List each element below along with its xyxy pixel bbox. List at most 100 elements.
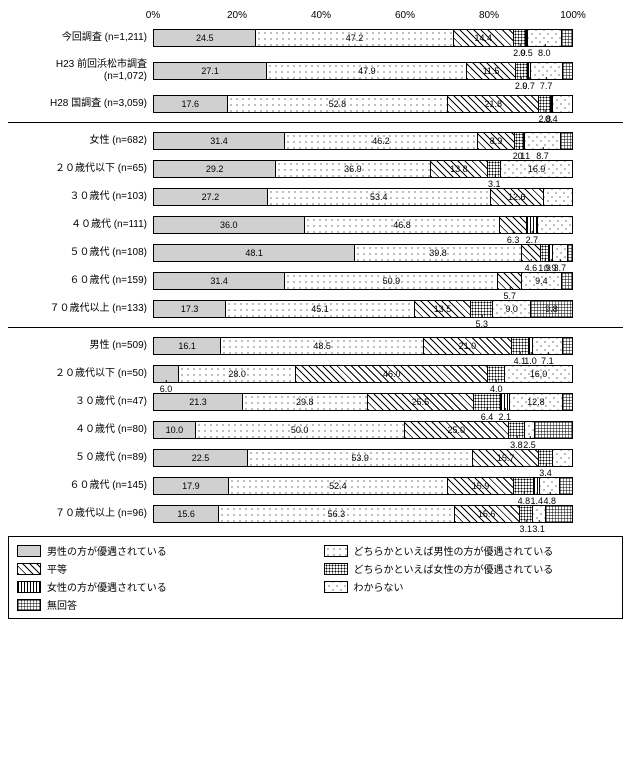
stacked-bar-chart: 0%20%40%60%80%100% 今回調査 (n=1,211)24.547.… <box>8 8 623 619</box>
legend-swatch <box>17 599 41 611</box>
axis-tick-label: 60% <box>395 10 415 21</box>
segment-s2: 29.8 <box>243 394 368 410</box>
segment-s1: 36.0 <box>154 217 305 233</box>
segment-s3: 6.3 <box>500 217 526 233</box>
bar: 16.148.521.04.11.07.1 <box>153 337 573 355</box>
segment-value: 17.3 <box>181 304 199 314</box>
bar: 36.0 46.8 6.32.7 <box>153 216 573 234</box>
segment-s7 <box>568 245 572 261</box>
segment-value: 12.8 <box>527 397 545 407</box>
chart-row: ２０歳代以下 (n=50)6.028.046.04.016.0 <box>8 360 623 388</box>
segment-s4: 1.9 <box>541 245 549 261</box>
segment-s2: 45.1 <box>226 301 415 317</box>
segment-value: 13.8 <box>450 164 468 174</box>
bar: 17.345.113.55.39.09.8 <box>153 300 573 318</box>
segment-value: 16.0 <box>530 369 548 379</box>
chart-row: ４０歳代 (n=111)36.046.86.32.78.1 <box>8 211 623 239</box>
row-label: ６０歳代 (n=159) <box>8 275 153 287</box>
segment-s7 <box>561 133 572 149</box>
segment-value: 45.1 <box>311 304 329 314</box>
segment-s5: 2.1 <box>501 394 510 410</box>
segment-value: 22.5 <box>192 453 210 463</box>
legend-item-s4: どちらかといえば女性の方が優遇されている <box>324 561 615 576</box>
bar: 17.952.415.94.81.44.8 <box>153 477 573 495</box>
legend-item-s2: どちらかといえば男性の方が優遇されている <box>324 543 615 558</box>
segment-s1: 17.3 <box>154 301 226 317</box>
segment-value: 13.5 <box>434 304 452 314</box>
segment-s4: 2.8 <box>539 96 551 112</box>
row-label: ４０歳代 (n=80) <box>8 424 153 436</box>
segment-s3: 25.5 <box>368 394 475 410</box>
legend-item-s7: 無回答 <box>17 597 308 612</box>
segment-value: 25.0 <box>447 425 465 435</box>
segment-s7 <box>563 394 572 410</box>
bar: 31.450.95.79.4 <box>153 272 573 290</box>
segment-s7 <box>535 422 572 438</box>
segment-s1: 27.1 <box>154 63 267 79</box>
segment-s3: 13.5 <box>415 301 471 317</box>
segment-value: 46.8 <box>393 220 411 230</box>
segment-s3: 5.7 <box>498 273 522 289</box>
segment-s2: 56.3 <box>219 506 454 522</box>
row-label: 女性 (n=682) <box>8 135 153 147</box>
segment-s4: 4.1 <box>512 338 529 354</box>
segment-s6: 2.5 <box>525 422 535 438</box>
segment-s1: 22.5 <box>154 450 248 466</box>
segment-value: 46.0 <box>383 369 401 379</box>
segment-s7 <box>563 63 572 79</box>
segment-value: 52.8 <box>329 99 347 109</box>
segment-value: 50.9 <box>383 276 401 286</box>
row-label: ２０歳代以下 (n=50) <box>8 368 153 380</box>
segment-s1: 48.1 <box>154 245 355 261</box>
segment-value: 15.6 <box>177 509 195 519</box>
chart-row: 今回調査 (n=1,211)24.547.214.42.90.58.02.5 <box>8 24 623 52</box>
segment-value: 11.5 <box>483 66 500 76</box>
bar: 27.147.911.52.90.77.7 <box>153 62 573 80</box>
segment-value: 8.9 <box>490 136 503 146</box>
legend-label: 無回答 <box>47 597 77 612</box>
segment-s4: 3.8 <box>509 422 525 438</box>
segment-value: 17.9 <box>182 481 200 491</box>
segment-value: 53.9 <box>351 453 369 463</box>
segment-s4: 3.4 <box>539 450 553 466</box>
segment-s2: 50.9 <box>285 273 498 289</box>
bar: 21.329.825.56.42.112.8 <box>153 393 573 411</box>
axis-tick-label: 0% <box>146 10 160 21</box>
chart-row: ５０歳代 (n=108)48.139.84.61.90.93.70.9 <box>8 239 623 267</box>
segment-s3: 4.6 <box>522 245 541 261</box>
bar: 27.253.412.6 <box>153 188 573 206</box>
segment-s3: 8.9 <box>478 133 515 149</box>
segment-s4: 3.1 <box>520 506 533 522</box>
segment-s1: 17.9 <box>154 478 229 494</box>
segment-s7 <box>562 273 572 289</box>
segment-value: 21.3 <box>189 397 207 407</box>
axis-tick-label: 80% <box>479 10 499 21</box>
segment-value: 10.0 <box>166 425 184 435</box>
chart-row: ７０歳代以上 (n=133)17.345.113.55.39.09.8 <box>8 295 623 323</box>
segment-s3: 21.8 <box>448 96 539 112</box>
legend-swatch <box>324 563 348 575</box>
legend-label: 女性の方が優遇されている <box>47 579 167 594</box>
segment-value: 48.5 <box>313 341 331 351</box>
segment-s6: 7.1 <box>533 338 563 354</box>
segment-s3: 12.6 <box>491 189 544 205</box>
segment-s3: 25.0 <box>405 422 509 438</box>
segment-s1: 10.0 <box>154 422 196 438</box>
row-label: ５０歳代 (n=108) <box>8 247 153 259</box>
segment-value: 17.6 <box>182 99 200 109</box>
chart-row: ６０歳代 (n=145)17.952.415.94.81.44.82.8 <box>8 472 623 500</box>
legend-item-s6: わからない <box>324 579 615 594</box>
segment-value: 5.3 <box>476 317 489 329</box>
segment-value: 56.3 <box>328 509 346 519</box>
segment-s6: 16.9 <box>501 161 572 177</box>
segment-s6: 16.0 <box>505 366 572 382</box>
segment-value: 15.9 <box>472 481 490 491</box>
segment-s3: 11.5 <box>467 63 515 79</box>
segment-s5: 2.7 <box>527 217 538 233</box>
bar: 31.446.28.92.10.18.7 <box>153 132 573 150</box>
segment-s1: 31.4 <box>154 133 285 149</box>
legend-label: どちらかといえば男性の方が優遇されている <box>354 543 554 558</box>
chart-row: H23 前回浜松市調査(n=1,072)27.147.911.52.90.77.… <box>8 52 623 90</box>
segment-value: 14.4 <box>475 33 493 43</box>
segment-s2: 50.0 <box>196 422 405 438</box>
